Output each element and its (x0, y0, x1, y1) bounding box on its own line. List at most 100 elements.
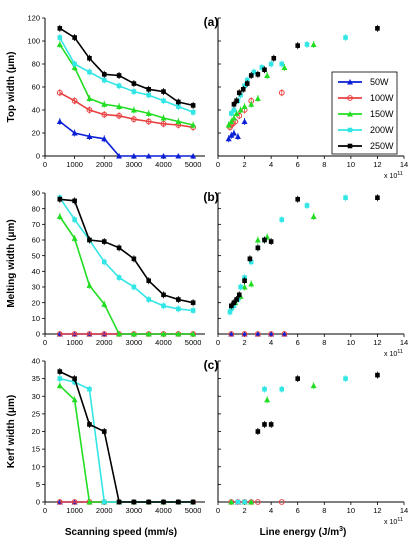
data-point (262, 237, 267, 243)
panel-2: 0 5 10 15 20 25 30 35 40 0 1000 2000 3000 4000 5000 0 2 4… (6, 357, 408, 526)
data-point (241, 103, 248, 110)
data-point (130, 153, 137, 159)
right-x-tick-label: 2 (242, 506, 246, 515)
left-x-tick-label: 2000 (96, 160, 113, 169)
data-point (248, 280, 255, 287)
right-x-tick-label: 10 (347, 506, 355, 515)
data-point (190, 331, 197, 337)
data-point (279, 386, 285, 392)
data-point (234, 297, 239, 302)
y-tick-label: 20 (32, 427, 40, 436)
series-line (59, 197, 194, 312)
data-point (278, 499, 285, 505)
data-point (268, 422, 274, 427)
x-multiplier: x 1011 (384, 171, 403, 180)
data-point (161, 292, 166, 298)
y-tick-label: 10 (32, 462, 40, 471)
data-point (72, 217, 77, 222)
data-point (86, 107, 93, 113)
data-point (116, 112, 122, 119)
series-line (59, 37, 194, 114)
data-point (72, 61, 77, 67)
legend-marker (347, 143, 353, 149)
data-point (161, 303, 166, 309)
data-point (225, 121, 232, 128)
data-point (146, 499, 152, 505)
data-point (131, 89, 137, 94)
data-point (248, 259, 254, 265)
data-point (101, 135, 108, 142)
legend-label: 50W (370, 77, 389, 87)
data-point (281, 331, 288, 337)
right-series-100W (228, 331, 288, 337)
right-xlabel: Line energy (J/m3) (260, 526, 347, 538)
data-point (130, 116, 137, 123)
y-tick-label: 60 (32, 236, 40, 245)
data-point (279, 61, 285, 67)
x-multiplier-base: x 10 (384, 173, 397, 180)
data-point (281, 64, 288, 70)
data-point (375, 26, 380, 31)
data-point (56, 382, 63, 389)
data-point (71, 97, 78, 104)
data-point (248, 499, 255, 505)
data-point (57, 35, 63, 40)
data-point (116, 331, 123, 337)
x-multiplier-base: x 10 (384, 351, 397, 358)
data-point (236, 90, 242, 96)
y-tick-label: 0 (36, 498, 40, 507)
data-point (71, 499, 78, 505)
data-point (86, 331, 93, 337)
data-point (71, 331, 78, 337)
data-point (234, 98, 239, 104)
data-point (72, 379, 77, 385)
data-point (343, 195, 348, 200)
legend-marker (347, 79, 353, 85)
left-x-tick-label: 0 (43, 338, 47, 347)
series-line (59, 385, 194, 503)
right-x-tick-label: 8 (322, 338, 326, 347)
y-tick-label: 40 (32, 106, 40, 115)
data-point (241, 284, 248, 290)
right-x-tick-label: 12 (373, 160, 381, 169)
data-point (146, 278, 152, 284)
left-xlabel: Scanning speed (mm/s) (65, 527, 177, 538)
y-tick-label: 80 (32, 60, 40, 69)
data-point (190, 110, 196, 115)
right-series-200W (227, 194, 348, 316)
data-point (101, 301, 108, 307)
data-point (176, 297, 181, 302)
data-point (131, 256, 137, 262)
left-x-tick-label: 1000 (66, 160, 83, 169)
data-point (71, 396, 78, 403)
left-series-100W (56, 89, 197, 131)
data-point (146, 297, 152, 302)
left-x-tick-label: 1000 (66, 506, 83, 515)
data-point (71, 130, 78, 136)
left-series-250W (57, 368, 196, 505)
data-point (145, 110, 152, 116)
right-series-50W (228, 331, 288, 337)
y-tick-label: 25 (32, 409, 40, 418)
data-point (176, 499, 181, 505)
data-point (175, 153, 182, 159)
data-point (56, 499, 63, 505)
data-point (304, 203, 310, 208)
right-x-tick-label: 4 (269, 338, 273, 347)
left-x-tick-label: 5000 (185, 506, 202, 515)
data-point (255, 245, 261, 251)
data-point (343, 35, 348, 40)
right-series-150W (228, 382, 317, 505)
panel-0: 0 20 40 60 80 100 120 0 1000 2000 3000 4000 5000 0 2 4 6… (6, 14, 408, 180)
left-x-tick-label: 5000 (185, 338, 202, 347)
legend-marker (347, 127, 353, 133)
data-point (262, 422, 267, 427)
data-point (101, 239, 107, 244)
data-point (254, 331, 261, 337)
right-series-50W (225, 118, 248, 143)
y-tick-label: 0 (36, 152, 40, 161)
y-tick-label: 70 (32, 220, 40, 229)
data-point (295, 196, 301, 202)
data-point (116, 73, 122, 78)
